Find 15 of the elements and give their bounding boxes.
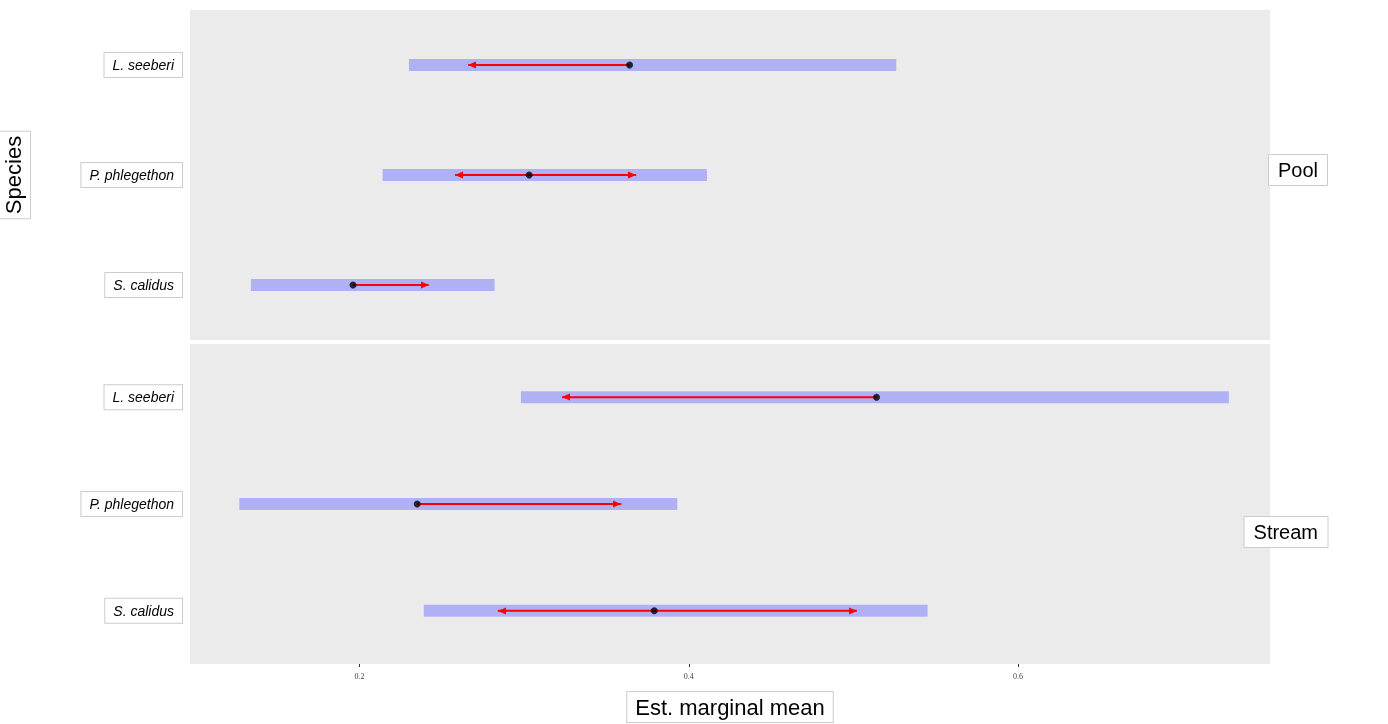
bar — [520, 391, 1229, 404]
y-axis-title: Species — [0, 135, 26, 215]
y-tick-label: L. seeberi — [112, 57, 175, 73]
y-tick-label: P. phlegethon — [89, 496, 175, 512]
text: Stream — [1253, 521, 1319, 543]
x-axis-title: Est. marginal mean — [635, 694, 825, 720]
y-tick-label: L. seeberi — [112, 389, 175, 406]
text: Pool — [1277, 159, 1318, 181]
bar — [239, 498, 678, 510]
x-tick-label: 0.6 — [1013, 671, 1024, 681]
x-tick-label: 0.2 — [354, 671, 365, 681]
y-tick-label: S. calidus — [113, 602, 174, 619]
x-tick-label: 0.4 — [683, 671, 694, 681]
y-tick-label: P. phlegethon — [89, 167, 175, 183]
y-tick-label: S. calidus — [113, 277, 174, 293]
